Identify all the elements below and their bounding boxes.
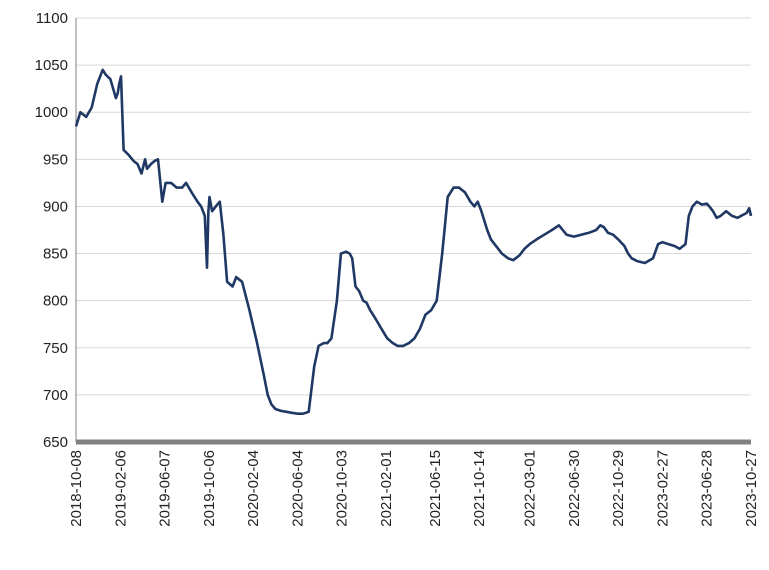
x-tick-label: 2018-10-08	[68, 450, 85, 527]
x-tick-label: 2019-02-06	[112, 450, 129, 527]
x-axis-tick-labels: 2018-10-08 2019-02-06 2019-06-07 2019-10-06…	[68, 450, 760, 527]
gridlines	[76, 17, 751, 396]
x-tick-label: 2022-03-01	[522, 450, 539, 527]
x-tick-label: 2019-06-07	[157, 450, 174, 527]
series-line	[74, 68, 753, 416]
y-tick-label: 650	[43, 434, 68, 451]
y-tick-label: 950	[43, 151, 68, 168]
x-tick-label: 2023-06-28	[699, 450, 716, 527]
x-tick-label: 2022-06-30	[566, 450, 583, 527]
y-tick-label: 750	[43, 340, 68, 357]
x-tick-label: 2020-10-03	[334, 450, 351, 527]
x-tick-label: 2022-10-29	[610, 450, 627, 527]
y-tick-label: 1050	[35, 57, 68, 74]
x-tick-label: 2023-10-27	[743, 450, 760, 527]
y-tick-label: 1100	[36, 10, 68, 27]
x-tick-label: 2021-02-01	[378, 450, 395, 527]
y-tick-label: 700	[43, 387, 68, 404]
x-tick-label: 2023-02-27	[654, 450, 671, 527]
y-tick-label: 900	[43, 198, 68, 215]
x-tick-label: 2021-06-15	[427, 450, 444, 527]
y-tick-label: 800	[43, 293, 68, 310]
y-axis-tick-labels: 650 700 750 800 850 900 950 1000 1050 1100	[35, 10, 68, 451]
y-tick-label: 850	[43, 246, 68, 263]
x-tick-label: 2021-10-14	[471, 450, 488, 527]
x-tick-label: 2020-06-04	[289, 450, 306, 527]
y-tick-label: 1000	[35, 104, 68, 121]
x-tick-label: 2020-02-04	[245, 450, 262, 527]
x-tick-label: 2019-10-06	[201, 450, 218, 527]
